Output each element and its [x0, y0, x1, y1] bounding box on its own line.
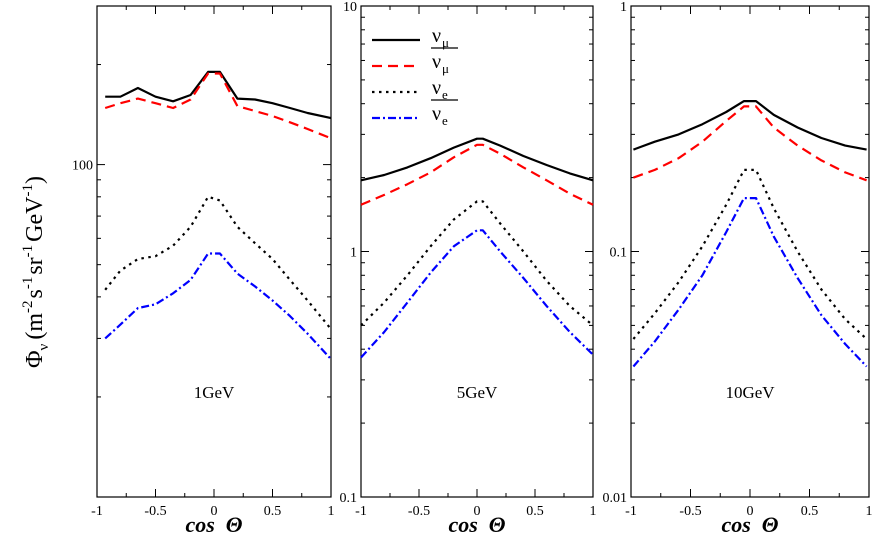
- x-tick-label: -1: [91, 504, 103, 519]
- svg-text:Φν(m-2s-1sr-1GeV-1): Φν(m-2s-1sr-1GeV-1): [20, 176, 52, 368]
- series-line-2: [104, 72, 332, 140]
- x-tick-label: 0: [211, 504, 218, 519]
- x-tick-label: 1: [590, 504, 597, 519]
- x-tick-label: -1: [355, 504, 367, 519]
- y-tick-label: 0.1: [610, 246, 628, 261]
- legend-item-3: νe: [372, 77, 448, 102]
- series-line-1: [633, 99, 867, 151]
- x-tick-label: -0.5: [144, 504, 166, 519]
- x-tick-label: -0.5: [408, 504, 430, 519]
- x-tick-label: -0.5: [679, 504, 701, 519]
- series-line-2: [360, 143, 594, 206]
- x-axis-label: cos Θ: [185, 512, 242, 537]
- y-tick-label: 0.1: [340, 491, 358, 506]
- x-tick-label: 0.5: [801, 504, 819, 519]
- series-line-1: [105, 70, 332, 120]
- y-tick-label: 10: [343, 0, 357, 15]
- series-line-3: [632, 168, 868, 340]
- panel-2: -1 -0.5 0 0.5 1 0.1 1 10 5GeV cos Θ: [340, 0, 597, 537]
- energy-label: 1GeV: [194, 383, 235, 402]
- series-line-4: [104, 252, 332, 360]
- series-line-2: [633, 105, 867, 182]
- x-tick-label: 1: [328, 504, 335, 519]
- series-line-4: [632, 197, 868, 368]
- legend-label: νμ: [432, 51, 449, 76]
- series-line-3: [360, 200, 594, 327]
- x-tick-label: 0: [747, 504, 754, 519]
- legend-item-2: νμ: [372, 47, 458, 76]
- plot-frame: [96, 5, 332, 498]
- panel-3: -1 -0.5 0 0.5 1 0.01 0.1 1 10GeV cos Θ: [603, 0, 873, 537]
- x-tick-label: 0.5: [526, 504, 544, 519]
- legend-label: νe: [432, 77, 448, 102]
- x-tick-label: 0: [474, 504, 481, 519]
- legend-label: νμ: [432, 25, 449, 50]
- x-axis-label: cos Θ: [721, 512, 778, 537]
- plot-frame: [630, 5, 870, 498]
- energy-label: 10GeV: [725, 383, 775, 402]
- y-tick-label: 1: [350, 246, 357, 261]
- x-tick-label: -1: [625, 504, 637, 519]
- series-line-1: [360, 137, 594, 182]
- x-tick-label: 0.5: [264, 504, 282, 519]
- x-tick-label: 1: [866, 504, 873, 519]
- legend-item-4: νe: [372, 99, 458, 128]
- plot-frame: [360, 5, 594, 498]
- legend-label: νe: [432, 103, 448, 128]
- x-axis-label: cos Θ: [448, 512, 505, 537]
- series-line-4: [360, 229, 594, 359]
- series-line-3: [104, 195, 332, 330]
- y-tick-label: 100: [72, 159, 93, 174]
- energy-label: 5GeV: [457, 383, 498, 402]
- y-tick-label: 1: [620, 0, 627, 15]
- y-tick-label: 0.01: [603, 491, 628, 506]
- legend-item-1: νμ: [372, 25, 449, 50]
- panel-1: -1 -0.5 0 0.5 1 100 1GeV cos Θ: [72, 5, 335, 537]
- y-axis-label: Φν(m-2s-1sr-1GeV-1): [20, 176, 52, 368]
